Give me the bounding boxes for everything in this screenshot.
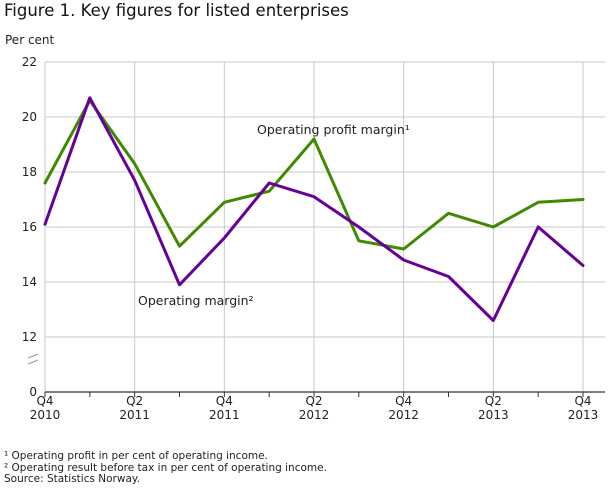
x-tick-label: Q4	[216, 394, 233, 408]
axis-break-icon	[27, 353, 39, 365]
x-tick-label: 2011	[209, 408, 240, 422]
y-axis-label: Per cent	[5, 33, 55, 47]
x-tick-labels: Q42010Q22011Q42011Q22012Q42012Q22013Q420…	[30, 394, 599, 422]
annotation-operating-margin: Operating margin²	[138, 293, 254, 308]
y-tick-label: 14	[22, 275, 37, 289]
footnote-1: ¹ Operating profit in per cent of operat…	[4, 450, 268, 462]
footnote-2: ² Operating result before tax in per cen…	[4, 461, 327, 474]
footnotes: ¹ Operating profit in per cent of operat…	[4, 450, 327, 486]
x-tick-label: Q4	[395, 394, 412, 408]
x-tick-label: Q2	[126, 394, 143, 408]
source-note: Source: Statistics Norway.	[4, 473, 140, 485]
x-tick-label: 2013	[568, 408, 599, 422]
x-tick-label: Q4	[574, 394, 591, 408]
x-tick-label: 2010	[30, 408, 61, 422]
annotation-operating-profit-margin: Operating profit margin¹	[257, 122, 410, 137]
series-line-operating-margin	[43, 96, 585, 322]
series-line-operating-profit-margin	[43, 99, 585, 251]
x-tick-label: Q4	[36, 394, 53, 408]
series-lines	[43, 96, 585, 322]
x-tick-label: 2011	[119, 408, 150, 422]
y-tick-label: 22	[22, 55, 37, 69]
y-tick-labels: 0 12 14 16 18 20 22	[22, 55, 37, 399]
x-tick-label: 2013	[478, 408, 509, 422]
y-tick-label: 16	[22, 220, 37, 234]
x-tick-label: 2012	[299, 408, 330, 422]
x-tick-label: 2012	[388, 408, 419, 422]
x-tick-label: Q2	[305, 394, 322, 408]
x-tick-label: Q2	[485, 394, 502, 408]
y-tick-label: 0	[29, 385, 37, 399]
y-tick-label: 12	[22, 330, 37, 344]
y-tick-label: 20	[22, 110, 37, 124]
y-tick-label: 18	[22, 165, 37, 179]
axes	[27, 62, 605, 397]
figure-title: Figure 1. Key figures for listed enterpr…	[4, 1, 349, 20]
grid-lines	[44, 61, 605, 392]
